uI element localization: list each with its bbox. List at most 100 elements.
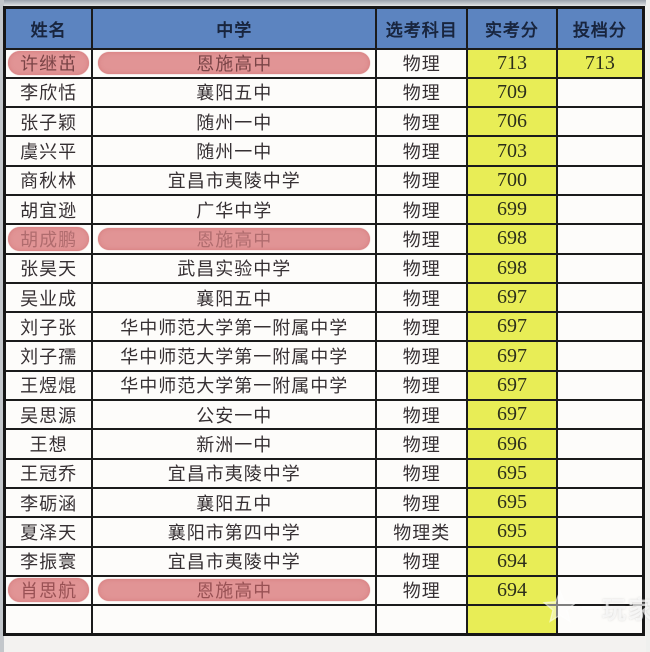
subject-cell-text: 物理	[402, 581, 441, 602]
name-cell-text: 王煜焜	[20, 376, 78, 397]
school-cell-content: 襄阳五中	[94, 490, 374, 515]
school-cell-content: 华中师范大学第一附属中学	[94, 343, 374, 368]
subject-cell-text: 物理	[402, 229, 441, 250]
admission-cell	[555, 574, 645, 607]
score-cell-content: 694	[469, 578, 555, 602]
name-cell: 许继茁	[3, 47, 94, 79]
school-cell: 襄阳市第四中学	[91, 516, 378, 548]
score-cell: 697	[466, 340, 558, 372]
subject-cell: 物理	[375, 311, 469, 343]
school-cell-content: 恩施高中	[94, 578, 374, 603]
subject-cell-content: 物理	[378, 402, 465, 427]
school-cell: 宜昌市夷陵中学	[91, 545, 378, 577]
score-cell-text: 695	[496, 520, 527, 543]
score-cell: 706	[466, 106, 558, 138]
school-cell-text: 襄阳五中	[196, 493, 273, 514]
name-cell-text: 张昊天	[20, 259, 78, 280]
subject-cell: 物理	[375, 428, 469, 460]
admission-cell	[555, 428, 645, 460]
name-cell: 吴思源	[3, 399, 94, 431]
school-cell: 随州一中	[91, 106, 378, 138]
score-cell: 709	[466, 76, 558, 109]
score-cell: 695	[466, 457, 558, 489]
results-table: 姓名 中学 选考科目 实考分 投档分 许继茁 恩施高中 物理 713 713 李欣恬 襄阳五…	[3, 6, 645, 636]
school-cell-content: 宜昌市夷陵中学	[94, 461, 374, 486]
school-cell: 随州一中	[91, 135, 378, 167]
subject-cell: 物理	[375, 223, 469, 255]
score-cell-content: 706	[469, 110, 555, 133]
highlight-pill	[98, 227, 371, 250]
subject-cell: 物理	[375, 457, 469, 489]
subject-cell-text: 物理	[402, 435, 441, 455]
admission-cell	[555, 457, 645, 489]
name-cell: 夏泽天	[3, 516, 94, 548]
school-cell-content: 襄阳市第四中学	[94, 519, 374, 544]
score-cell-text: 700	[496, 168, 527, 191]
subject-cell-content: 物理类	[378, 519, 465, 544]
subject-cell-text: 物理	[402, 405, 441, 426]
admission-cell	[555, 106, 645, 138]
name-cell-text: 李振寰	[20, 552, 78, 573]
score-cell-content: 699	[469, 198, 555, 221]
subject-cell-content: 物理	[378, 314, 465, 339]
name-cell-content: 王煜焜	[6, 373, 90, 398]
photo-edge-top	[0, 0, 650, 6]
school-cell: 武昌实验中学	[91, 252, 378, 284]
admission-cell: 713	[555, 47, 645, 79]
score-cell-content: 696	[469, 433, 555, 456]
school-cell: 恩施高中	[91, 223, 378, 255]
subject-cell: 物理	[375, 281, 469, 314]
student-row: 张昊天 武昌实验中学 物理 698	[3, 252, 645, 284]
name-cell: 商秋林	[3, 164, 94, 196]
name-cell-text: 虞兴平	[20, 142, 78, 163]
name-cell: 刘子孺	[3, 340, 94, 372]
name-cell: 胡宜逊	[3, 193, 94, 226]
score-cell-content: 695	[469, 520, 555, 543]
school-cell: 华中师范大学第一附属中学	[91, 311, 378, 343]
score-cell-content: 695	[469, 491, 555, 514]
subject-cell-text: 物理	[402, 376, 441, 397]
highlight-pill	[8, 578, 90, 603]
subject-cell-content: 物理	[378, 490, 465, 515]
school-cell: 公安一中	[91, 399, 378, 431]
school-cell-content: 随州一中	[94, 109, 374, 134]
school-cell: 襄阳五中	[91, 76, 378, 109]
school-cell-content: 襄阳五中	[94, 80, 374, 105]
photo-edge-right	[646, 0, 650, 652]
subject-cell: 物理	[375, 486, 469, 519]
school-cell-content: 华中师范大学第一附属中学	[94, 373, 374, 398]
school-cell-text: 襄阳五中	[196, 288, 273, 309]
name-cell-content: 张子颖	[6, 109, 90, 134]
score-cell	[466, 604, 558, 636]
subject-cell-content: 物理	[378, 168, 465, 193]
name-cell-text: 许继茁	[20, 54, 78, 75]
score-cell-text: 697	[496, 373, 527, 396]
subject-cell: 物理	[375, 369, 469, 402]
score-cell-content: 698	[469, 257, 555, 280]
score-cell: 697	[466, 369, 558, 402]
school-cell-content: 襄阳五中	[94, 285, 374, 310]
score-cell-text: 694	[496, 578, 527, 601]
score-cell-text: 703	[496, 139, 527, 162]
student-row: 刘子孺 华中师范大学第一附属中学 物理 697	[3, 340, 645, 372]
header-cell-subject: 选考科目	[375, 6, 469, 50]
name-cell-content: 李欣恬	[6, 80, 90, 105]
name-cell-text: 刘子张	[20, 317, 78, 338]
name-cell: 肖思航	[3, 574, 94, 607]
subject-cell: 物理	[375, 135, 469, 167]
student-row: 胡成鹏 恩施高中 物理 698	[3, 223, 645, 255]
admission-cell	[555, 135, 645, 167]
score-cell-content: 703	[469, 139, 555, 163]
score-cell-text: 698	[496, 227, 527, 250]
header-cell-name: 姓名	[3, 6, 94, 50]
name-cell: 张子颖	[3, 106, 94, 138]
student-row: 王冠乔 宜昌市夷陵中学 物理 695	[3, 457, 645, 489]
subject-cell-content: 物理	[378, 109, 465, 134]
school-cell-text: 恩施高中	[196, 581, 273, 602]
school-cell-content: 新洲一中	[94, 431, 374, 456]
admission-cell-content: 713	[559, 52, 642, 75]
subject-cell: 物理	[375, 193, 469, 226]
header-row: 姓名 中学 选考科目 实考分 投档分	[3, 6, 645, 50]
subject-cell-content: 物理	[378, 256, 465, 281]
school-cell: 宜昌市夷陵中学	[91, 164, 378, 196]
